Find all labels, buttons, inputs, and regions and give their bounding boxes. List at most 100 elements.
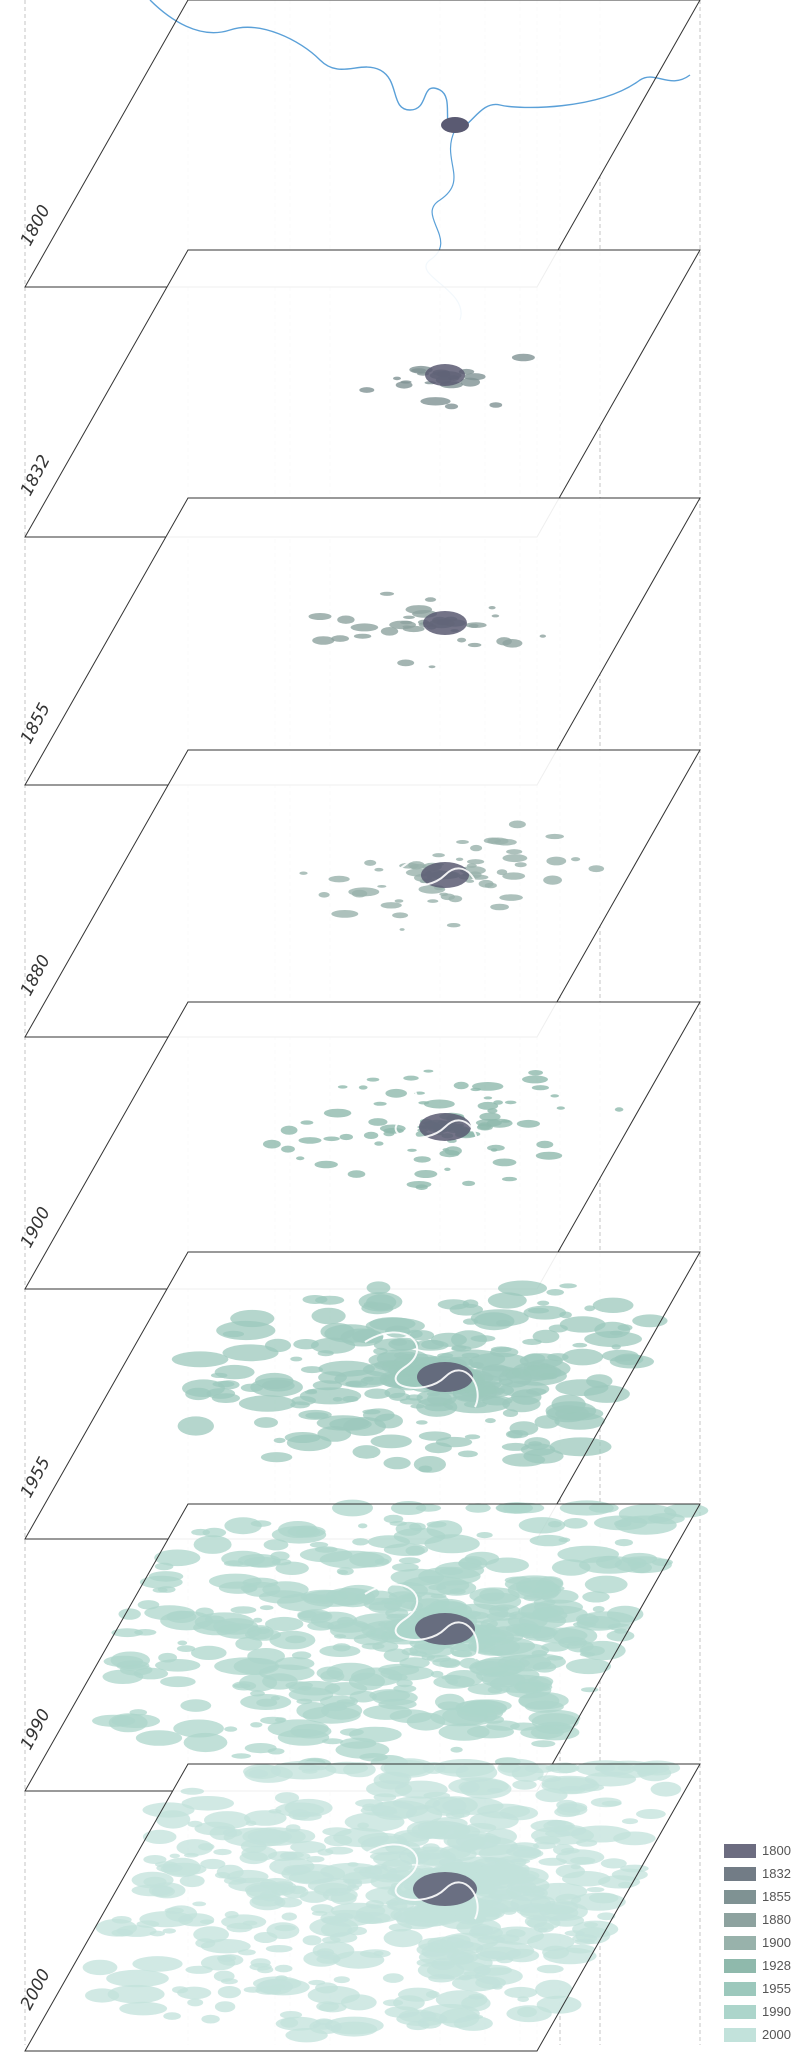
- urban-patch: [394, 1830, 433, 1842]
- urban-patch: [382, 1810, 397, 1815]
- urban-patch: [451, 1747, 463, 1753]
- urban-patch: [465, 1434, 480, 1439]
- urban-patch: [485, 1857, 499, 1863]
- urban-patch: [602, 1801, 622, 1806]
- urban-patch: [143, 1855, 166, 1864]
- urban-patch: [614, 1520, 631, 1527]
- urban-patch: [563, 1518, 587, 1529]
- urban-patch: [502, 872, 525, 879]
- urban-patch: [446, 1812, 465, 1819]
- urban-patch: [253, 1618, 262, 1623]
- urban-patch: [506, 1366, 567, 1386]
- urban-patch: [303, 1935, 322, 1945]
- urban-patch: [370, 1630, 386, 1637]
- urban-patch: [264, 1539, 289, 1550]
- urban-patch: [406, 1805, 442, 1824]
- urban-patch: [651, 1782, 682, 1797]
- legend-swatch: [724, 1867, 756, 1881]
- urban-patch: [216, 1321, 275, 1340]
- urban-patch: [276, 2017, 321, 2031]
- urban-patch: [414, 1456, 446, 1473]
- urban-patch: [533, 1842, 556, 1849]
- urban-patch: [275, 1717, 286, 1722]
- urban-patch: [263, 1140, 281, 1149]
- urban-patch: [275, 1965, 293, 1973]
- urban-patch: [437, 1353, 453, 1358]
- urban-patch: [579, 1784, 604, 1791]
- urban-patch: [136, 1730, 182, 1746]
- legend-swatch: [724, 1959, 756, 1973]
- urban-patch: [548, 1521, 562, 1527]
- urban-patch: [267, 1922, 300, 1939]
- urban-patch: [484, 1096, 493, 1099]
- urban-patch: [593, 1298, 634, 1313]
- urban-patch: [531, 1740, 555, 1747]
- urban-patch: [338, 1085, 348, 1088]
- urban-patch: [180, 1699, 211, 1712]
- urban-patch: [622, 1818, 638, 1824]
- urban-patch: [508, 1885, 548, 1901]
- urban-patch: [403, 616, 415, 619]
- urban-patch: [325, 1682, 368, 1695]
- urban-patch: [241, 1384, 263, 1392]
- urban-patch: [521, 1602, 555, 1619]
- urban-patch: [546, 1289, 564, 1296]
- urban-patch: [296, 1156, 304, 1160]
- urban-patch: [532, 1628, 587, 1644]
- urban-patch: [378, 1622, 387, 1627]
- urban-patch: [187, 1999, 203, 2007]
- urban-patch: [501, 1120, 511, 1123]
- urban-patch: [134, 1629, 156, 1636]
- urban-patch: [292, 1812, 322, 1821]
- urban-patch: [435, 1562, 484, 1579]
- urban-patch: [504, 1987, 537, 1998]
- urban-patch: [487, 1108, 497, 1113]
- urban-patch: [498, 1281, 547, 1296]
- urban-patch: [163, 1858, 201, 1877]
- urban-patch: [425, 597, 436, 602]
- legend-label: 1832: [762, 1865, 791, 1883]
- layer-plane: [25, 498, 700, 785]
- urban-patch: [475, 1657, 525, 1676]
- urban-patch: [249, 1770, 268, 1778]
- urban-patch: [550, 1437, 612, 1456]
- urban-patch: [576, 1616, 620, 1631]
- urban-patch: [546, 857, 566, 866]
- urban-patch: [489, 402, 502, 408]
- urban-patch: [528, 1308, 549, 1314]
- urban-patch: [221, 1914, 266, 1929]
- urban-patch: [632, 1314, 667, 1327]
- urban-patch: [599, 1761, 658, 1779]
- urban-patch: [552, 1559, 591, 1575]
- legend-item: 1855: [724, 1888, 802, 1906]
- urban-patch: [352, 890, 367, 898]
- urban-patch: [558, 1802, 587, 1813]
- urban-patch: [331, 910, 358, 918]
- urban-patch: [366, 1781, 412, 1798]
- urban-patch: [280, 1852, 311, 1860]
- urban-patch: [572, 1343, 587, 1348]
- urban-patch: [359, 1085, 368, 1089]
- urban-patch: [427, 1937, 466, 1949]
- urban-patch: [347, 1885, 359, 1891]
- urban-patch: [173, 1720, 224, 1738]
- urban-patch: [367, 1078, 380, 1082]
- urban-patch: [468, 643, 482, 647]
- urban-patch: [272, 1559, 292, 1566]
- urban-patch: [305, 1412, 328, 1419]
- urban-patch: [311, 1338, 355, 1354]
- urban-patch: [323, 1703, 348, 1711]
- urban-patch: [163, 2012, 181, 2020]
- urban-patch: [425, 1442, 452, 1453]
- urban-patch: [278, 1521, 318, 1538]
- layer-plane: [25, 250, 700, 537]
- urban-patch: [384, 1758, 435, 1778]
- urban-patch: [456, 858, 463, 861]
- urban-patch: [185, 1388, 211, 1400]
- urban-patch: [332, 1500, 373, 1517]
- urban-patch: [532, 1085, 549, 1090]
- legend-label: 1880: [762, 1911, 791, 1929]
- year-label: 1880: [17, 952, 55, 1000]
- urban-patch: [160, 1676, 196, 1687]
- urban-patch: [456, 1763, 498, 1782]
